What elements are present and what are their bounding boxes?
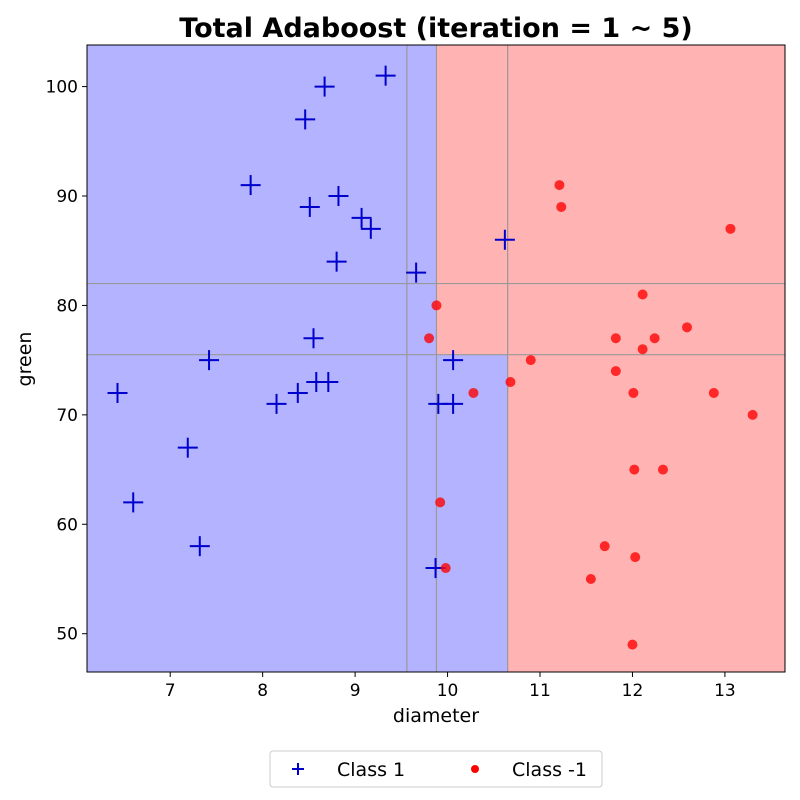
class-minus-1-point [431, 300, 442, 311]
legend-item-class-1: Class 1 [292, 759, 405, 781]
class-1-point [375, 65, 396, 86]
legend-label-class-minus-1: Class -1 [512, 759, 587, 781]
class-minus-1-point [649, 333, 660, 344]
y-tick-label: 100 [46, 78, 78, 98]
y-tick-label: 50 [56, 625, 78, 645]
class-1-point [443, 350, 464, 371]
class-minus-1-point [610, 366, 621, 377]
class-1-point [443, 393, 464, 414]
decision-region-1 [87, 45, 437, 672]
y-axis-label: green [14, 332, 36, 387]
class-minus-1-point [637, 344, 648, 355]
class-minus-1-point [435, 497, 446, 508]
x-tick-label: 7 [165, 681, 176, 701]
class-1-point [123, 492, 144, 513]
class-minus-1-point [630, 552, 641, 563]
decision-region-2 [436, 354, 508, 672]
class-minus-1-point [424, 333, 435, 344]
class-minus-1-point [747, 409, 758, 420]
class-1-point [360, 218, 381, 239]
class-1-point [295, 109, 316, 130]
class-minus-1-point [610, 333, 621, 344]
y-tick-label: 60 [56, 515, 78, 535]
x-tick-label: 8 [257, 681, 268, 701]
x-tick-label: 13 [714, 681, 736, 701]
class-minus-1-point [708, 387, 719, 398]
x-axis-ticks: 7 8 9 10 11 12 13 [165, 672, 736, 701]
x-axis-label: diameter [393, 705, 479, 727]
class-1-point [189, 536, 210, 557]
class-minus-1-point [556, 201, 567, 212]
class-minus-1-point [554, 180, 565, 191]
class-1-point [351, 207, 372, 228]
class-1-point [406, 262, 427, 283]
plot-frame [86, 44, 786, 673]
x-tick-label: 10 [437, 681, 459, 701]
class-1-point [177, 437, 198, 458]
y-tick-label: 80 [56, 296, 78, 316]
class-minus-1-point [637, 289, 648, 300]
class-minus-1-point [657, 464, 668, 475]
class-minus-1-point [440, 563, 451, 574]
class-1-point [303, 328, 324, 349]
class-minus-1-point [629, 464, 640, 475]
legend: Class 1 Class -1 [269, 750, 603, 788]
x-tick-label: 12 [622, 681, 644, 701]
legend-box [269, 750, 603, 788]
class-minus-1-point [725, 223, 736, 234]
class-minus-1-point [682, 322, 693, 333]
class-minus-1-point [627, 639, 638, 650]
class-1-point [494, 229, 515, 250]
legend-item-class-minus-1: Class -1 [471, 759, 587, 781]
decision-region-4 [507, 354, 785, 672]
x-tick-label: 11 [529, 681, 551, 701]
class-1-point [107, 382, 128, 403]
class-1-point [299, 196, 320, 217]
class-1-point [318, 372, 339, 393]
y-tick-label: 90 [56, 187, 78, 207]
class-minus-1-point [628, 387, 639, 398]
y-axis-ticks: 50 60 70 80 90 100 [46, 78, 87, 645]
class-minus-1-point [505, 377, 516, 388]
y-tick-label: 70 [56, 406, 78, 426]
data-points [107, 65, 758, 650]
class-1-point [326, 251, 347, 272]
class-minus-1-point [525, 355, 536, 366]
x-tick-label: 9 [350, 681, 361, 701]
class-1-point [287, 382, 308, 403]
legend-marker-circle [471, 765, 479, 773]
class-1-point [266, 393, 287, 414]
chart-title: Total Adaboost (iteration = 1 ~ 5) [179, 13, 692, 44]
class-1-point [314, 76, 335, 97]
class-minus-1-point [599, 541, 610, 552]
class-1-point [328, 186, 349, 207]
legend-label-class-1: Class 1 [337, 759, 405, 781]
class-1-point [240, 175, 261, 196]
class-minus-1-point [585, 573, 596, 584]
class-1-point [199, 350, 220, 371]
class-minus-1-point [468, 387, 479, 398]
decision-region-3 [436, 45, 785, 355]
decision-regions [87, 45, 785, 672]
